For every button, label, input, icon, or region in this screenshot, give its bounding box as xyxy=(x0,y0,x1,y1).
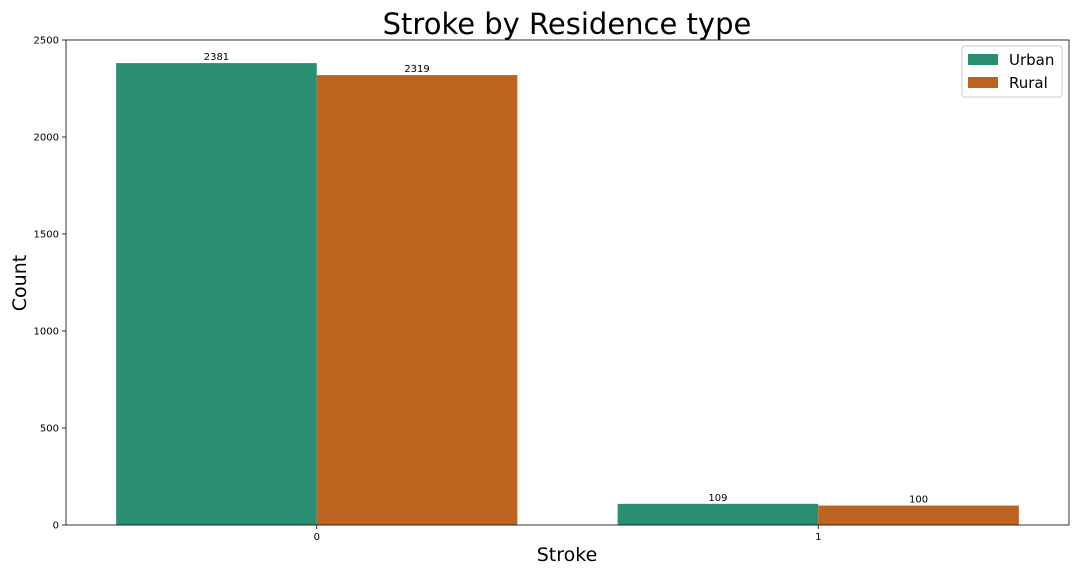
data-label: 2381 xyxy=(204,52,229,63)
legend-label-rural: Rural xyxy=(1009,74,1048,92)
y-tick-label: 1000 xyxy=(34,327,59,338)
y-tick-label: 2000 xyxy=(34,133,59,144)
y-tick-label: 500 xyxy=(40,424,59,435)
data-label: 100 xyxy=(909,495,928,506)
bar-rural-1 xyxy=(818,505,1019,525)
x-tick-label: 1 xyxy=(815,532,821,543)
legend: Urban Rural xyxy=(961,45,1063,98)
x-tick-label: 0 xyxy=(314,532,320,543)
y-tick-label: 0 xyxy=(53,521,59,532)
bar-urban-0 xyxy=(116,63,317,525)
legend-label-urban: Urban xyxy=(1009,51,1054,69)
y-tick-label: 2500 xyxy=(34,36,59,47)
bar-urban-1 xyxy=(617,503,819,525)
data-label: 2319 xyxy=(404,64,429,75)
chart-title: Stroke by Residence type xyxy=(383,7,752,41)
y-axis-label: Count xyxy=(9,255,31,311)
data-label: 109 xyxy=(708,493,727,504)
plot-frame xyxy=(65,39,1070,526)
bar-rural-0 xyxy=(316,75,518,525)
x-axis-label: Stroke xyxy=(537,544,598,566)
y-tick-label: 1500 xyxy=(34,230,59,241)
legend-swatch-urban xyxy=(968,54,998,65)
legend-swatch-rural xyxy=(968,77,998,88)
